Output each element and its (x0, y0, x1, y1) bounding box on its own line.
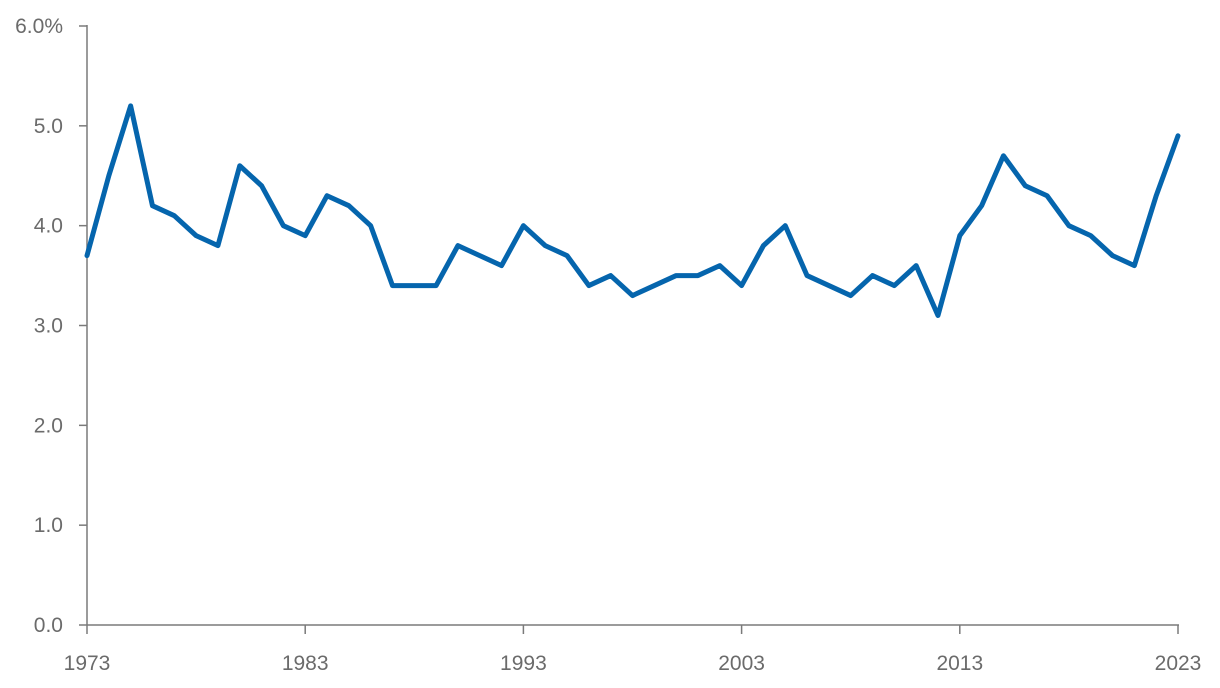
y-tick-label: 2.0 (34, 414, 63, 437)
y-tick-label: 1.0 (34, 514, 63, 537)
x-tick-labels: 1973 1983 1993 2003 2013 2023 (64, 652, 1202, 675)
y-tick-label: 0.0 (34, 614, 63, 637)
x-tick-label: 2023 (1155, 652, 1202, 675)
y-tick-label: 5.0 (34, 115, 63, 138)
y-tick-label: 4.0 (34, 215, 63, 238)
x-tick-label: 2003 (718, 652, 765, 675)
x-tick-label: 1973 (64, 652, 111, 675)
y-tick-label: 3.0 (34, 315, 63, 338)
series-layer (84, 103, 1181, 319)
x-tick-label: 2013 (936, 652, 983, 675)
x-tick-label: 1993 (500, 652, 547, 675)
axes (79, 25, 1179, 634)
y-tick-labels: 0.0 1.0 2.0 3.0 4.0 5.0 6.0% (15, 15, 63, 637)
x-tick-label: 1983 (282, 652, 329, 675)
y-tick-label: 6.0% (15, 15, 63, 38)
series-line (84, 103, 1181, 319)
